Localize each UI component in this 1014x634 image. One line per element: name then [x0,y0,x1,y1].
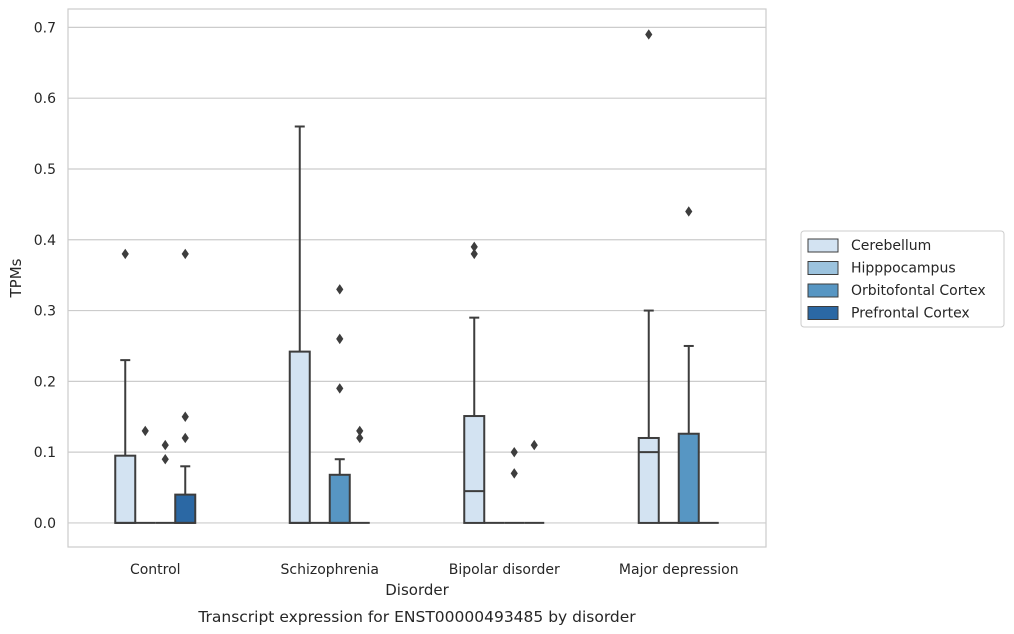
legend-swatch [807,283,839,298]
outlier-point [121,248,129,260]
box-body [114,454,137,524]
plot-frame [67,8,767,548]
box-body [288,350,311,524]
legend-entry: Hipppocampus [807,261,956,277]
legend-entry: Cerebellum [807,238,931,254]
outlier-point [356,432,364,444]
outlier-point [685,206,693,217]
y-tick-label: 0.4 [34,233,56,249]
y-tick-label: 0.5 [34,162,56,178]
box-prefrontal-cortex-0 [174,465,197,524]
y-tick-label: 0.3 [34,304,56,320]
legend: Cerebellum Hipppocampus Orbitofontal Corte… [800,230,1005,328]
legend-label: Hipppocampus [851,261,956,277]
outlier-point [470,248,478,260]
x-tick-label: Schizophrenia [281,562,379,578]
outlier-point [356,425,364,437]
legend-frame [800,230,1005,328]
legend-swatch [807,306,839,320]
x-tick-label: Control [130,562,181,578]
y-tick-labels: 0.0 0.1 0.2 0.3 0.4 0.5 0.6 0.7 [34,20,56,532]
x-tick-labels: Control Schizophrenia Bipolar disorder Majo… [130,562,739,578]
outlier-point [510,446,518,458]
legend-entry: Prefrontal Cortex [807,306,970,322]
x-tick-label: Major depression [619,562,739,578]
outlier-point [336,333,344,345]
outlier-point [161,439,169,451]
outlier-point [141,425,149,437]
y-tick-label: 0.0 [34,516,56,532]
outlier-point [510,468,518,479]
x-axis-label: Disorder [385,581,449,599]
legend-swatch [807,238,839,253]
legend-label: Orbitofontal Cortex [851,283,986,299]
y-tick-label: 0.1 [34,445,56,461]
box-body [463,415,486,524]
box-body [328,473,351,524]
outlier-point [530,439,538,451]
outlier-point [645,29,653,40]
box-body [677,432,700,524]
box-cerebellum-1 [288,125,311,524]
y-axis-label: TPMs [7,258,25,298]
box-cerebellum-3 [637,309,660,524]
box-orbitofontal-cortex-1 [328,458,351,524]
legend-label: Cerebellum [851,238,931,254]
outliers-layer [121,29,693,479]
box-orbitofontal-cortex-3 [677,344,700,524]
y-tick-label: 0.2 [34,374,56,390]
chart-caption: Transcript expression for ENST0000049348… [197,608,636,626]
outlier-point [470,241,478,253]
box-body [174,493,197,524]
outlier-point [336,383,344,394]
legend-swatch [807,261,839,275]
outlier-point [181,432,189,444]
box-cerebellum-2 [463,316,486,524]
outlier-point [181,248,189,260]
y-tick-label: 0.6 [34,91,56,107]
outlier-point [336,284,344,295]
legend-entry: Orbitofontal Cortex [807,283,986,299]
box-body [637,436,660,524]
y-tick-label: 0.7 [34,20,56,36]
outlier-point [181,411,189,422]
box-cerebellum-0 [114,359,137,524]
x-tick-label: Bipolar disorder [449,562,560,578]
outlier-point [161,454,169,465]
boxes-layer [114,125,719,524]
legend-label: Prefrontal Cortex [851,306,970,322]
